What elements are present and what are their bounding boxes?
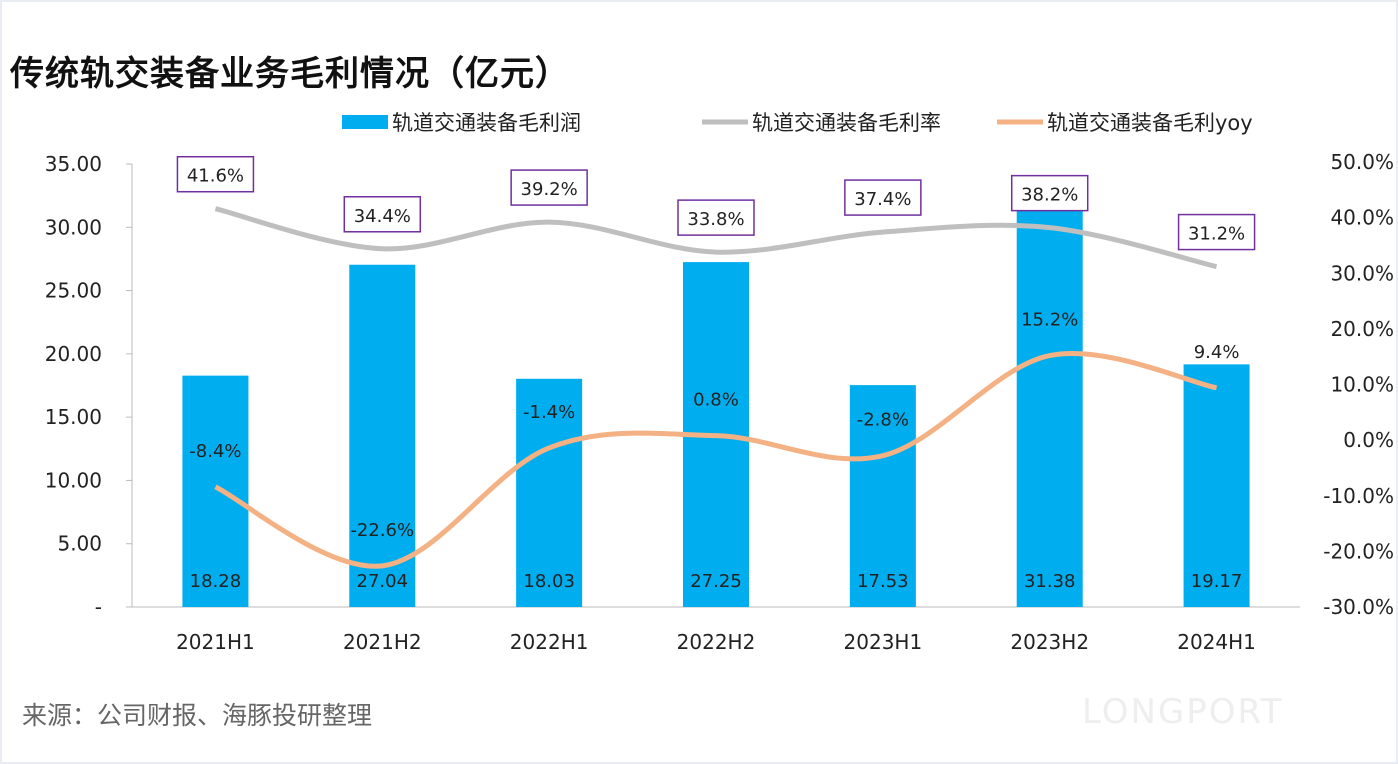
- bar-value-label: 19.17: [1191, 571, 1243, 592]
- legend-label: 轨道交通装备毛利率: [752, 111, 941, 135]
- yoy-label: 15.2%: [1021, 310, 1078, 331]
- right-tick-label: 10.0%: [1330, 373, 1394, 397]
- right-tick-label: -10.0%: [1323, 484, 1394, 508]
- rate-label-box: [343, 196, 422, 233]
- x-tick-label: 2023H1: [844, 630, 923, 654]
- legend-label: 轨道交通装备毛利润: [392, 111, 581, 135]
- left-tick-label: 5.00: [57, 532, 102, 556]
- left-tick-label: 10.00: [45, 468, 102, 492]
- bar-2022H1: [516, 378, 583, 607]
- left-tick-label: 30.00: [45, 215, 102, 239]
- bar-2023H2: [1016, 209, 1083, 608]
- x-tick-label: 2022H2: [677, 630, 756, 654]
- right-tick-label: 0.0%: [1343, 428, 1394, 452]
- right-tick-label: -20.0%: [1323, 539, 1394, 563]
- watermark-logo: LONGPORT: [1082, 692, 1284, 732]
- yoy-label: -1.4%: [523, 402, 575, 423]
- rate-label: 39.2%: [521, 179, 578, 200]
- right-tick-label: 20.0%: [1330, 317, 1394, 341]
- rate-label: 38.2%: [1021, 185, 1078, 206]
- yoy-label: -22.6%: [350, 520, 414, 541]
- x-tick-label: 2021H2: [343, 630, 422, 654]
- yoy-label: -2.8%: [857, 410, 909, 431]
- yoy-line: [214, 351, 1218, 569]
- left-tick-label: -: [95, 595, 102, 619]
- left-tick-label: 20.00: [45, 342, 102, 366]
- bar-value-label: 17.53: [857, 571, 909, 592]
- bar-2021H2: [349, 264, 416, 607]
- rate-label-box: [176, 155, 255, 193]
- yoy-label: -8.4%: [189, 441, 241, 462]
- right-tick-label: 40.0%: [1330, 206, 1394, 230]
- x-tick-label: 2022H1: [510, 630, 589, 654]
- bar-value-label: 27.04: [357, 571, 409, 592]
- rate-label-box: [1010, 174, 1089, 212]
- bar-value-label: 31.38: [1024, 571, 1076, 592]
- left-tick-label: 25.00: [45, 279, 102, 303]
- rate-label: 31.2%: [1188, 224, 1245, 245]
- yoy-label: 9.4%: [1194, 342, 1240, 363]
- rate-label-box: [1177, 213, 1256, 251]
- yoy-label: 0.8%: [693, 390, 739, 411]
- rate-label-box: [510, 169, 588, 206]
- rate-label: 34.4%: [354, 206, 411, 227]
- rate-label: 41.6%: [187, 166, 244, 187]
- bar-value-label: 18.03: [523, 571, 575, 592]
- chart-title: 传统轨交装备业务毛利情况（亿元）: [10, 54, 570, 94]
- rate-label-box: [844, 179, 922, 216]
- bar-value-label: 27.25: [690, 571, 742, 592]
- right-tick-label: 30.0%: [1330, 261, 1394, 285]
- legend-swatch-bar: [342, 115, 388, 129]
- rate-line: [214, 206, 1218, 270]
- bar-2021H1: [182, 375, 249, 607]
- rate-label-box: [677, 199, 755, 236]
- right-tick-label: -30.0%: [1323, 595, 1394, 619]
- bar-value-label: 18.28: [190, 571, 242, 592]
- legend-label: 轨道交通装备毛利yoy: [1047, 111, 1253, 135]
- rate-label: 33.8%: [687, 209, 744, 230]
- x-tick-label: 2021H1: [176, 630, 255, 654]
- x-tick-label: 2024H1: [1177, 630, 1256, 654]
- right-tick-label: 50.0%: [1330, 150, 1394, 174]
- x-tick-label: 2023H2: [1010, 630, 1089, 654]
- left-tick-label: 15.00: [45, 405, 102, 429]
- bar-2024H1: [1183, 364, 1250, 607]
- bar-2023H1: [849, 385, 916, 607]
- source-note: 来源：公司财报、海豚投研整理: [22, 701, 373, 730]
- rate-label: 37.4%: [854, 189, 911, 210]
- left-tick-label: 35.00: [45, 152, 102, 176]
